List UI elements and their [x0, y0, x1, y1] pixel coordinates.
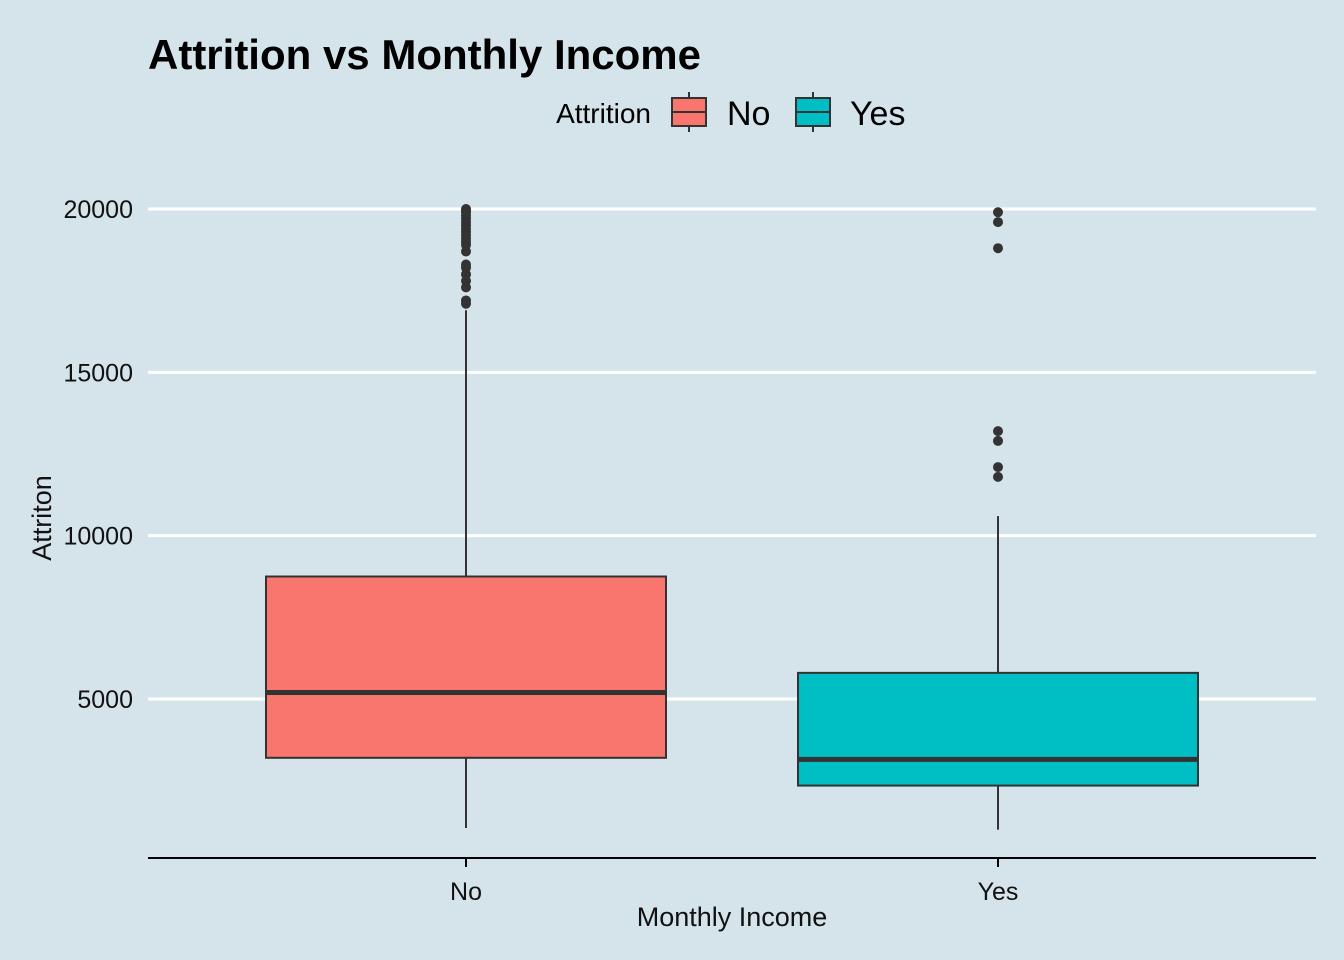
outlier-point-yes — [993, 207, 1003, 218]
outlier-point-no — [461, 259, 471, 270]
x-tick-label-no: No — [450, 878, 482, 906]
y-tick-label-5000: 5000 — [77, 686, 133, 714]
legend-title: Attrition — [556, 98, 651, 129]
y-tick-label-10000: 10000 — [63, 523, 133, 551]
box-yes — [797, 207, 1199, 830]
x-axis-label: Monthly Income — [637, 902, 828, 932]
outlier-point-yes — [993, 435, 1003, 446]
outlier-point-yes — [993, 243, 1003, 254]
outlier-point-yes — [993, 471, 1003, 482]
legend-label-yes: Yes — [850, 95, 905, 133]
x-tick-label-yes: Yes — [978, 878, 1019, 906]
legend-label-no: No — [727, 95, 770, 133]
box-series — [265, 204, 1199, 830]
legend-key-no — [671, 92, 707, 132]
x-axis-ticks: No Yes — [450, 858, 1018, 906]
y-axis-label: Attriton — [27, 475, 57, 561]
chart-title: Attrition vs Monthly Income — [148, 31, 701, 78]
box-no — [265, 204, 667, 829]
outlier-point-no — [461, 295, 471, 306]
legend: Attrition No Yes — [556, 92, 905, 133]
outlier-point-yes — [993, 426, 1003, 437]
y-tick-label-20000: 20000 — [63, 196, 133, 224]
outlier-point-yes — [993, 217, 1003, 228]
legend-key-yes — [795, 92, 831, 132]
iqr-box-no — [265, 575, 667, 759]
iqr-box-yes — [797, 671, 1199, 787]
outlier-point-yes — [993, 462, 1003, 473]
y-axis-ticks: 5000 10000 15000 20000 — [63, 196, 133, 714]
y-tick-label-15000: 15000 — [63, 359, 133, 387]
outlier-point-no — [461, 204, 471, 214]
